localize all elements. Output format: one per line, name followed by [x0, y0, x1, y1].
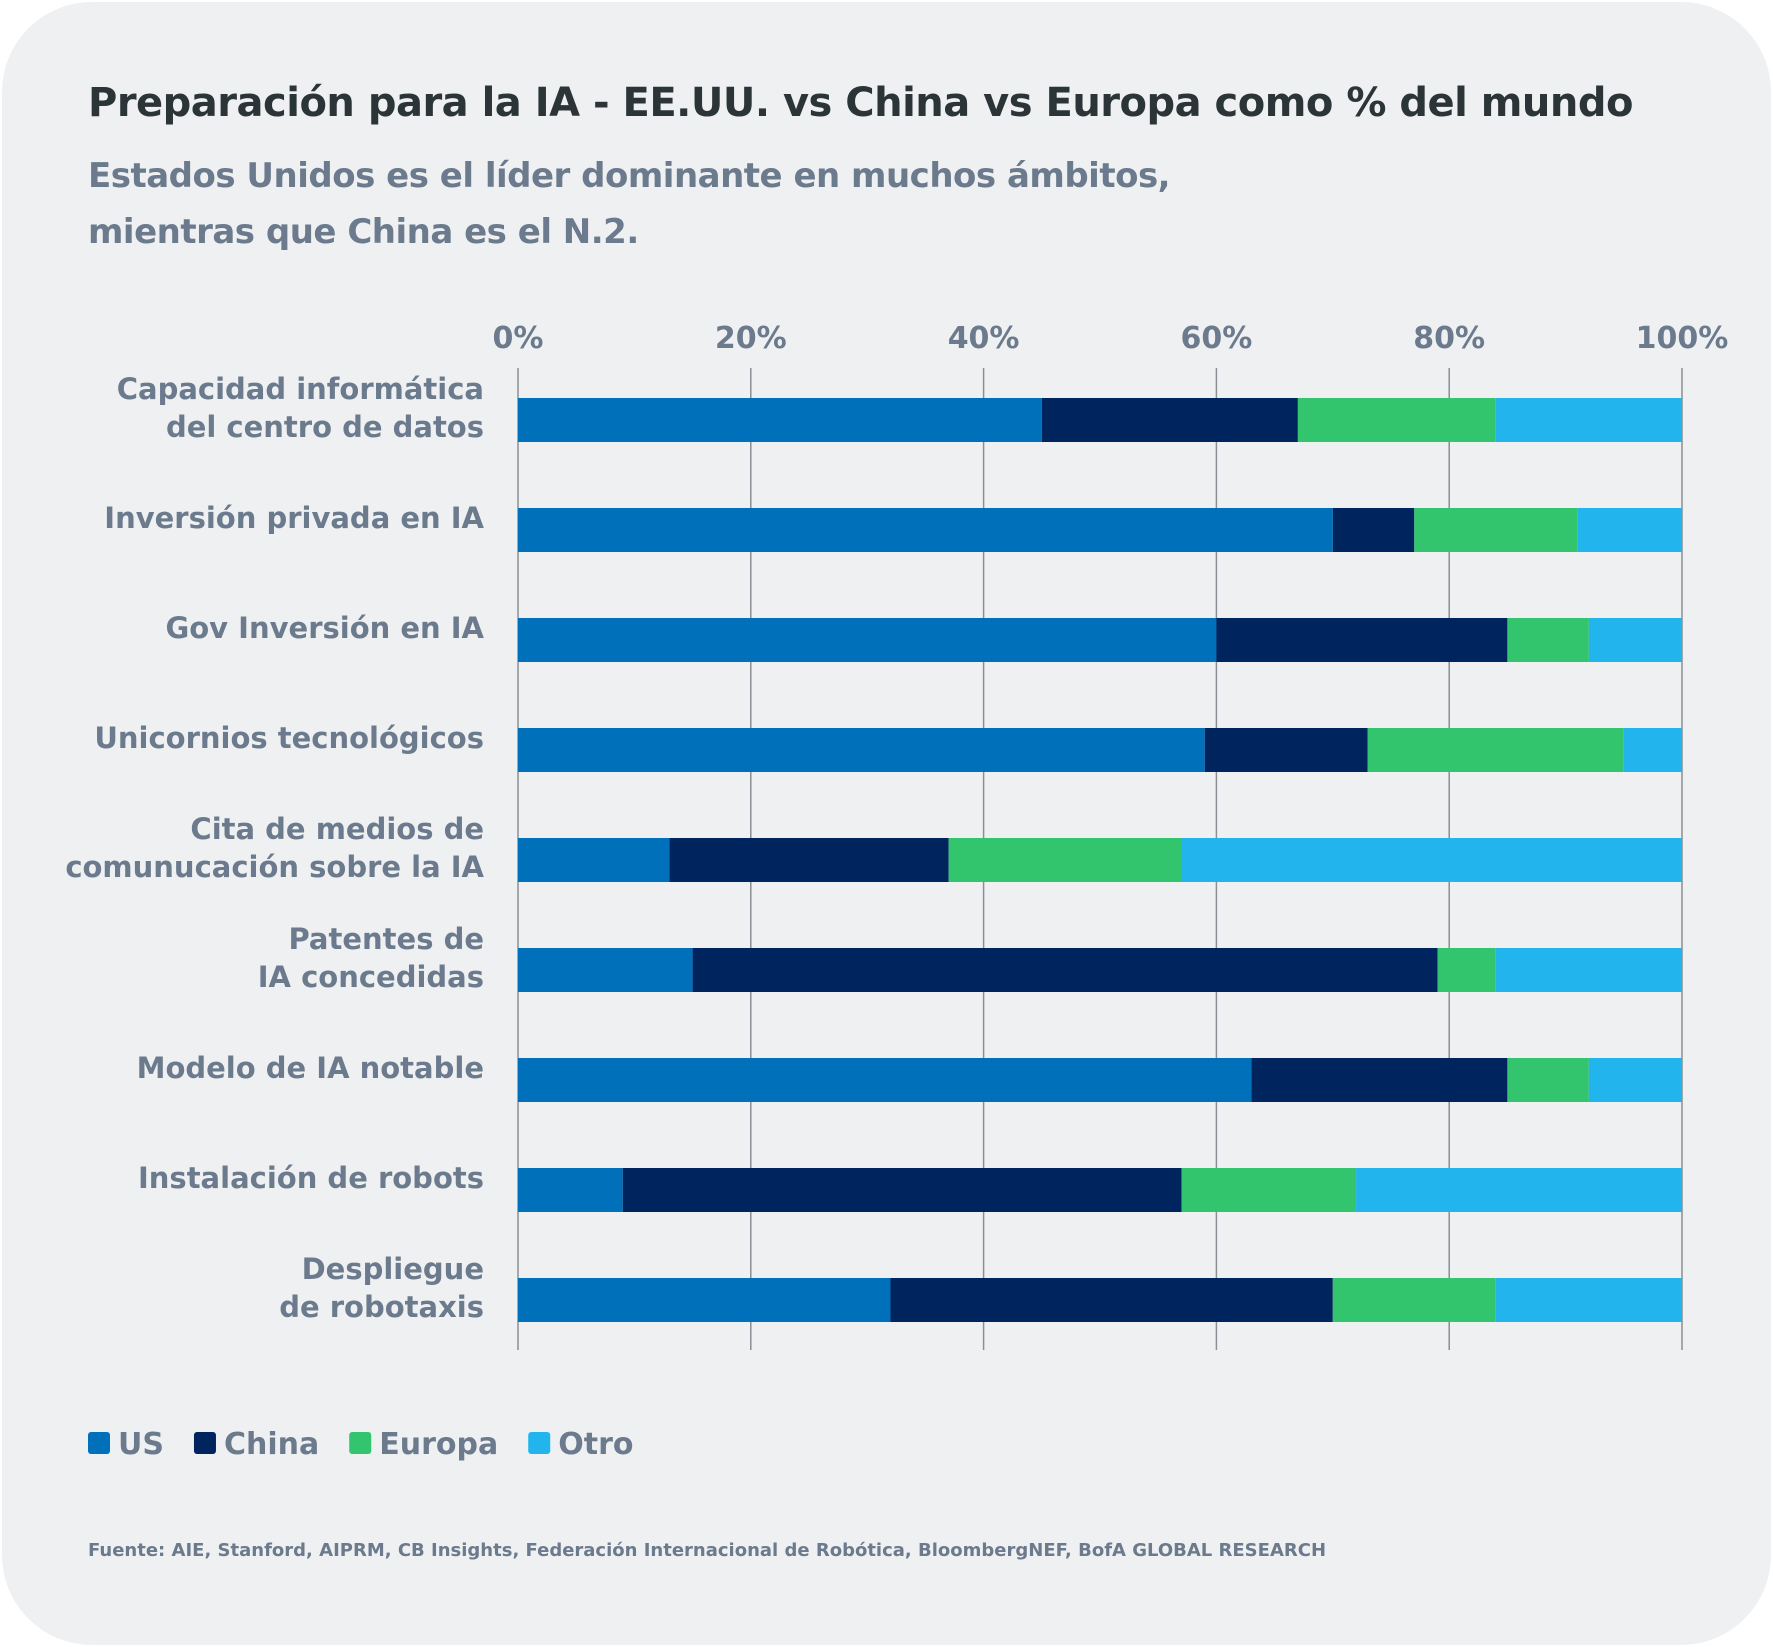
bar-segment-europa	[1367, 728, 1624, 772]
bar-segment-otro	[1356, 1168, 1682, 1212]
bar-segment-europa	[1297, 398, 1496, 442]
legend-swatch-us	[88, 1432, 110, 1454]
bar-segment-europa	[1507, 1058, 1589, 1102]
category-label: Inversión privada en IA	[104, 501, 484, 535]
bar-segment-otro	[1623, 728, 1682, 772]
bar-segment-us	[518, 1058, 1252, 1102]
category-label: Gov Inversión en IA	[165, 611, 484, 645]
bar-segment-otro	[1588, 1058, 1682, 1102]
bar-segment-europa	[1332, 1278, 1496, 1322]
bar-segment-china	[1041, 398, 1298, 442]
bar-segment-china	[622, 1168, 1182, 1212]
bar-segment-us	[518, 838, 670, 882]
category-label: Modelo de IA notable	[137, 1051, 484, 1085]
category-label: Capacidad informática	[117, 372, 484, 406]
category-label: de robotaxis	[279, 1290, 484, 1324]
bar-segment-china	[1251, 1058, 1508, 1102]
legend-swatch-europa	[349, 1432, 372, 1454]
bar-segment-europa	[1414, 508, 1578, 552]
source-note: Fuente: AIE, Stanford, AIPRM, CB Insight…	[88, 1540, 1327, 1561]
bar-segment-otro	[1588, 618, 1682, 662]
x-tick-label: 60%	[1180, 321, 1252, 356]
bar-segment-otro	[1495, 948, 1682, 992]
bar-segment-us	[518, 1278, 891, 1322]
legend-swatch-otro	[528, 1432, 551, 1454]
legend-label: US	[118, 1427, 164, 1462]
bar-segment-china	[1216, 618, 1508, 662]
bar-segment-us	[518, 398, 1042, 442]
legend-swatch-china	[193, 1432, 216, 1454]
chart-subtitle: Estados Unidos es el líder dominante en …	[88, 156, 1171, 252]
bar-segment-europa	[1507, 618, 1589, 662]
category-label: Cita de medios de	[190, 812, 484, 846]
category-label: Despliegue	[302, 1252, 484, 1286]
x-tick-label: 40%	[948, 321, 1020, 356]
bar-segment-china	[692, 948, 1438, 992]
x-tick-label: 80%	[1413, 321, 1485, 356]
x-tick-label: 0%	[493, 321, 544, 356]
bar-segment-europa	[1437, 948, 1496, 992]
chart-title: Preparación para la IA - EE.UU. vs China…	[88, 80, 1633, 126]
category-label: Unicornios tecnológicos	[94, 721, 484, 755]
bar-segment-otro	[1495, 398, 1682, 442]
bar-segment-europa	[1181, 1168, 1357, 1212]
category-label: del centro de datos	[166, 410, 484, 444]
category-label: Instalación de robots	[138, 1161, 484, 1195]
bar-segment-us	[518, 948, 693, 992]
legend-label: China	[224, 1427, 319, 1462]
bar-segment-china	[1332, 508, 1415, 552]
bar-segment-us	[518, 618, 1217, 662]
legend-label: Europa	[379, 1427, 498, 1462]
legend-label: Otro	[558, 1427, 633, 1462]
x-tick-label: 100%	[1636, 321, 1729, 356]
bar-segment-us	[518, 508, 1333, 552]
x-tick-label: 20%	[715, 321, 787, 356]
bar-segment-china	[890, 1278, 1333, 1322]
bar-segment-china	[669, 838, 949, 882]
bar-segment-china	[1204, 728, 1368, 772]
bar-segment-us	[518, 1168, 623, 1212]
bar-segment-us	[518, 728, 1205, 772]
bar-segment-otro	[1181, 838, 1682, 882]
category-label: Patentes de	[288, 922, 484, 956]
bar-segment-otro	[1495, 1278, 1682, 1322]
bar-segment-europa	[948, 838, 1182, 882]
bar-segment-otro	[1577, 508, 1682, 552]
category-label: IA concedidas	[258, 960, 484, 994]
category-label: comunucación sobre la IA	[65, 850, 484, 884]
